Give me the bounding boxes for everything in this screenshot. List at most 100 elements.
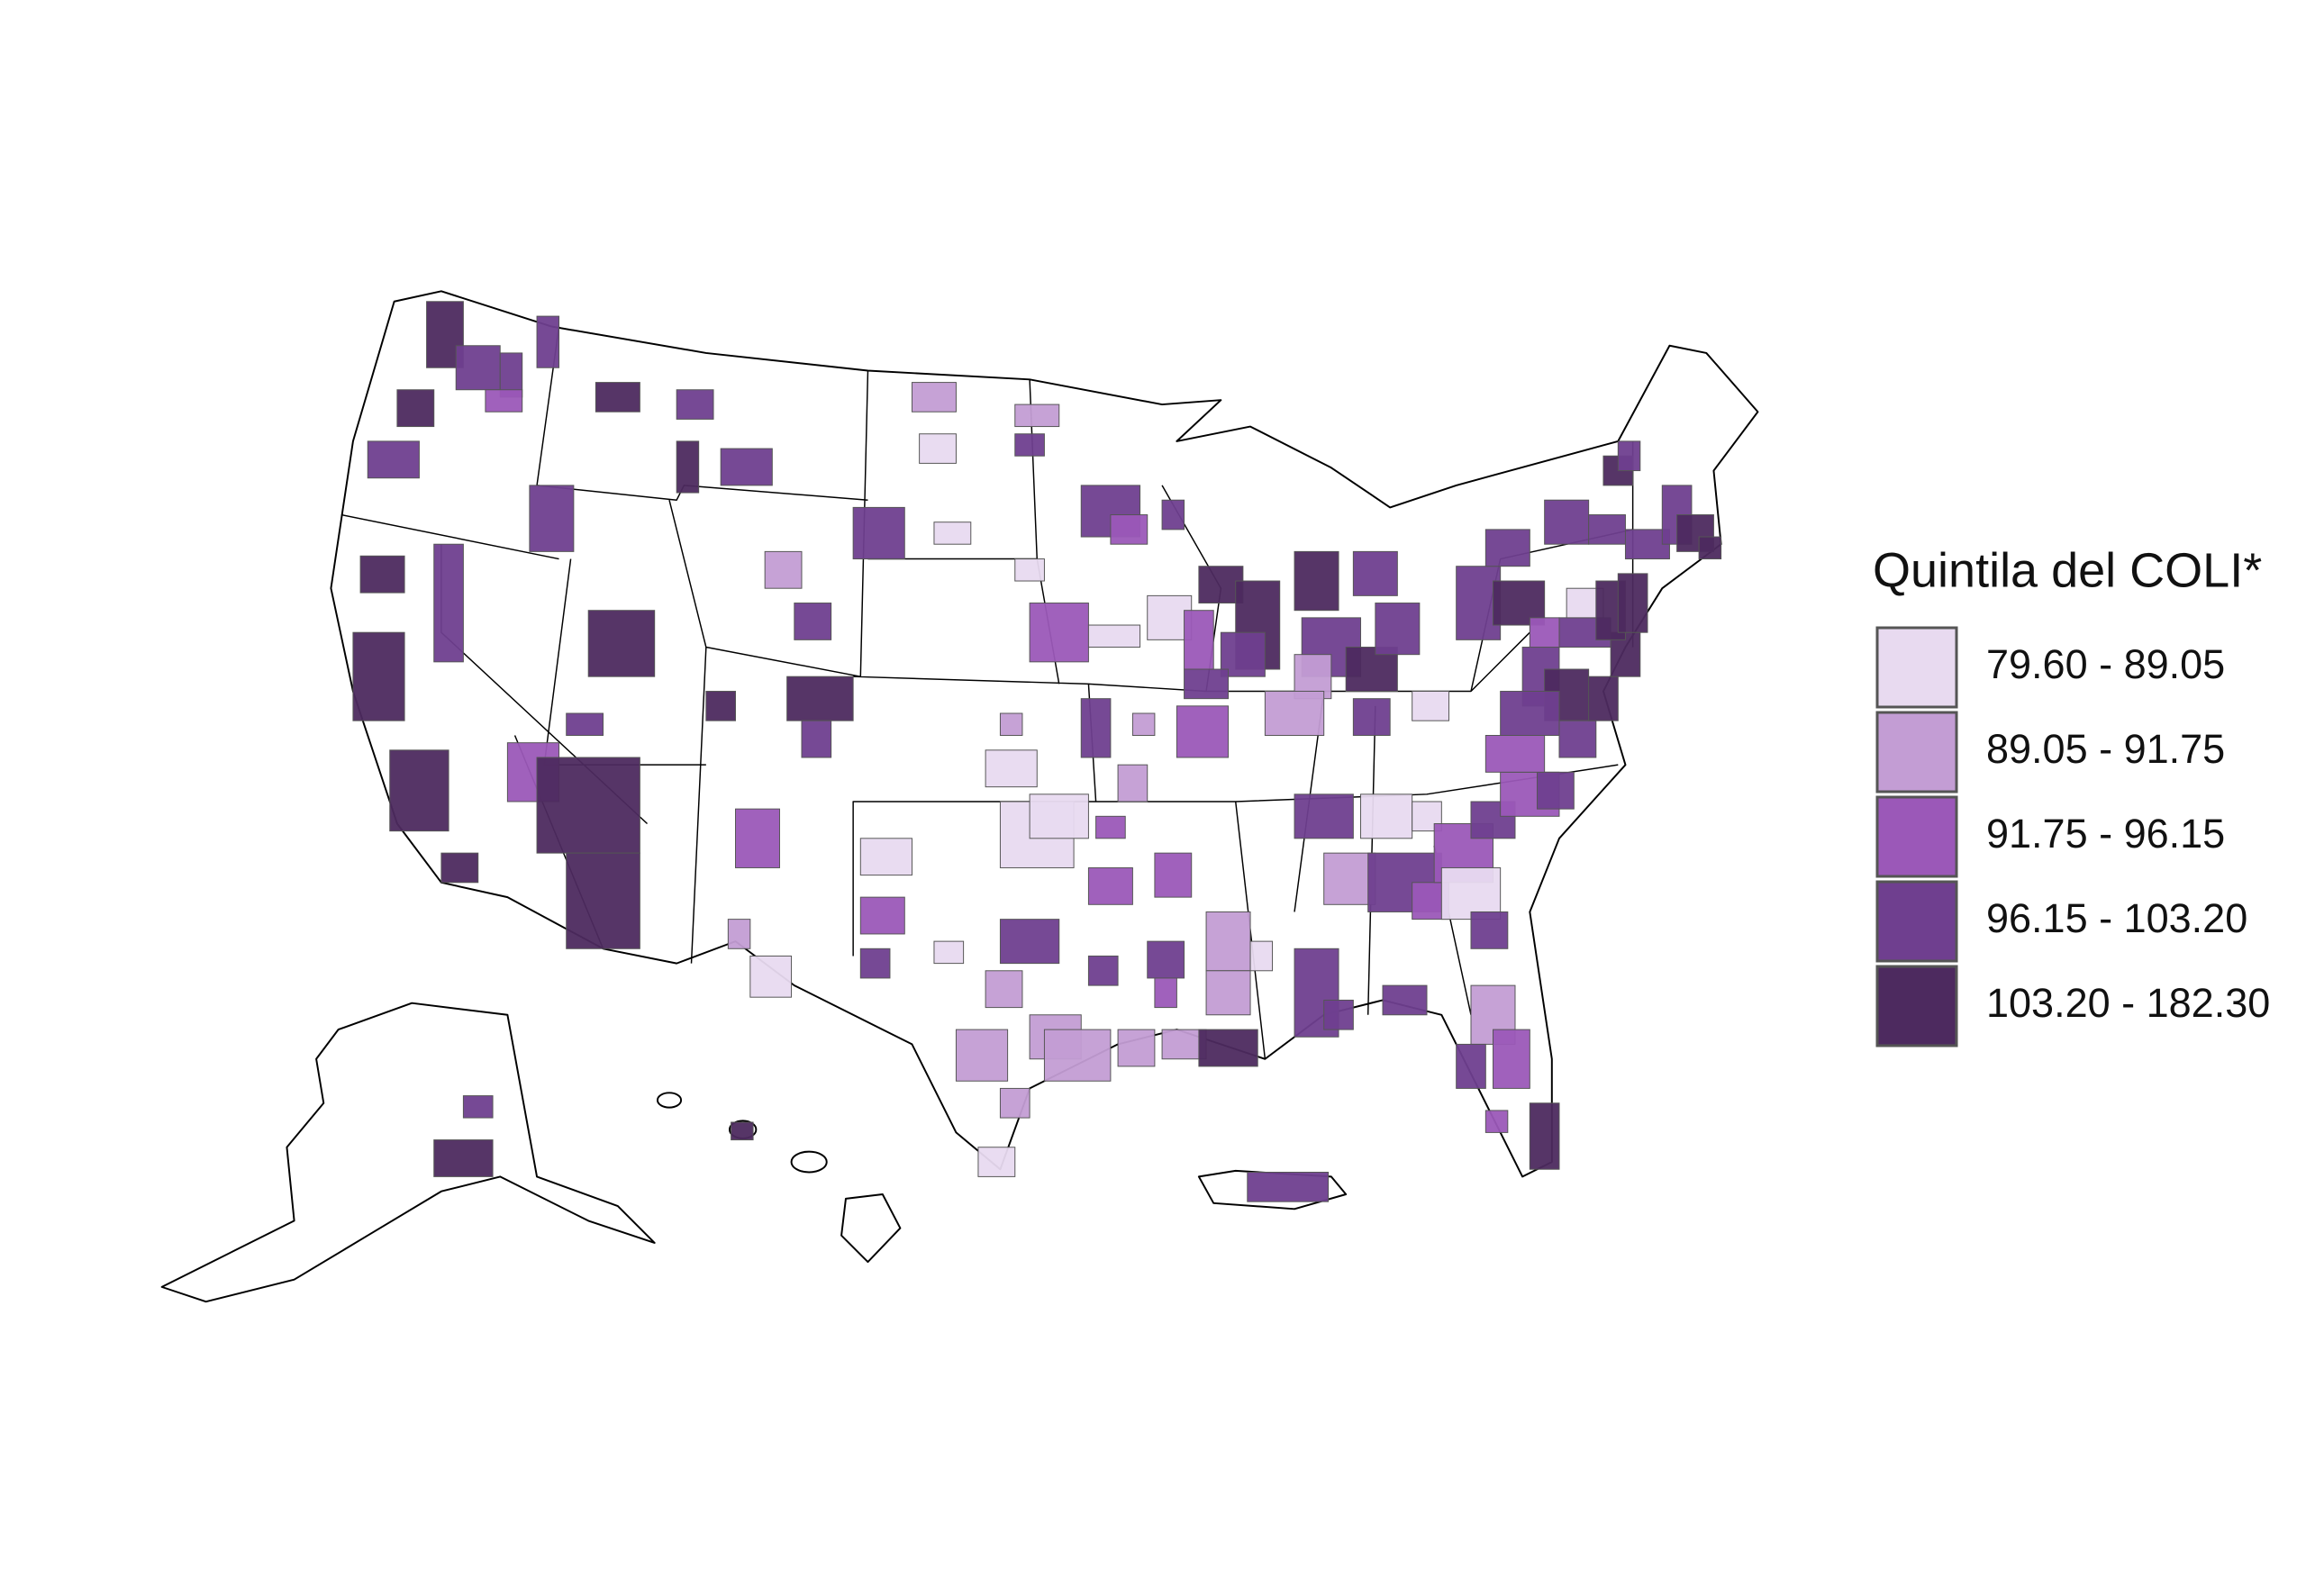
- metro-area: [801, 720, 832, 758]
- metro-area: [1154, 852, 1193, 898]
- metro-area: [786, 676, 854, 721]
- hawaii-island: [656, 1092, 683, 1109]
- metro-area: [1536, 771, 1575, 810]
- metro-area: [1154, 977, 1177, 1009]
- metro-area: [1184, 668, 1230, 700]
- metro-area: [1087, 624, 1141, 648]
- metro-area: [1484, 735, 1546, 773]
- metro-area: [676, 389, 714, 420]
- metro-area: [1184, 610, 1214, 670]
- metro-area: [462, 1095, 494, 1119]
- metro-area: [1014, 433, 1045, 457]
- metro-area: [1382, 984, 1428, 1016]
- metro-area: [1470, 911, 1509, 949]
- legend-swatch: [1875, 880, 1958, 963]
- metro-area: [911, 382, 957, 413]
- metro-area: [1698, 536, 1722, 560]
- legend-label: 96.15 - 103.20: [1986, 895, 2247, 941]
- metro-area: [1617, 573, 1648, 633]
- metro-area: [396, 389, 435, 428]
- metro-area: [919, 433, 957, 464]
- metro-area: [1375, 603, 1421, 656]
- metro-area: [1080, 698, 1112, 758]
- metro-area: [1029, 603, 1089, 663]
- metro-area: [727, 919, 751, 949]
- metro-area: [794, 603, 832, 640]
- metro-area: [859, 948, 891, 979]
- metro-area: [999, 712, 1023, 736]
- metro-area: [1249, 940, 1274, 972]
- metro-area: [1014, 404, 1060, 428]
- metro-area: [1484, 1110, 1509, 1133]
- metro-area: [595, 382, 640, 413]
- metro-area: [367, 440, 420, 479]
- metro-area: [1352, 698, 1391, 736]
- hawaii-island: [790, 1150, 828, 1174]
- metro-area: [485, 389, 523, 413]
- metro-areas: [352, 301, 1722, 1202]
- metro-area: [1493, 1029, 1530, 1089]
- metro-area: [1247, 1172, 1330, 1202]
- metro-area: [720, 448, 773, 486]
- metro-area: [1117, 764, 1148, 803]
- metro-area: [1087, 866, 1133, 905]
- metro-area: [1294, 550, 1339, 612]
- metro-area: [999, 1087, 1030, 1119]
- metro-area: [1043, 1029, 1112, 1082]
- legend-label: 89.05 - 91.75: [1986, 726, 2225, 772]
- metro-area: [587, 610, 656, 677]
- metro-area: [859, 896, 905, 935]
- metro-area: [999, 919, 1060, 965]
- metro-area: [1470, 801, 1516, 839]
- metro-area: [985, 749, 1038, 788]
- metro-area: [536, 315, 560, 368]
- metro-area: [1029, 793, 1089, 839]
- metro-area: [529, 485, 575, 552]
- metro-area: [1323, 999, 1354, 1030]
- metro-area: [1117, 1029, 1156, 1067]
- metro-area: [1588, 514, 1626, 545]
- metro-area: [455, 345, 501, 391]
- metro-area: [1323, 852, 1376, 905]
- metro-area: [389, 749, 449, 832]
- metro-area: [1484, 529, 1530, 567]
- metro-area: [977, 1147, 1016, 1177]
- metro-area: [1360, 793, 1413, 839]
- legend-label: 91.75 - 96.15: [1986, 811, 2225, 857]
- metro-area: [1529, 1102, 1560, 1170]
- metro-area: [1198, 1029, 1258, 1067]
- metro-area: [955, 1029, 1009, 1082]
- metro-area: [731, 1121, 754, 1141]
- legend-label: 79.60 - 89.05: [1986, 641, 2225, 687]
- legend-swatch: [1875, 795, 1958, 878]
- hawaii-island: [840, 1193, 902, 1264]
- metro-area: [566, 852, 640, 949]
- metro-area: [1352, 550, 1398, 596]
- metro-area: [1161, 499, 1185, 530]
- metro-area: [440, 852, 479, 884]
- metro-area: [735, 808, 780, 868]
- metro-area: [1500, 691, 1560, 736]
- metro-area: [1412, 691, 1449, 721]
- metro-area: [1529, 617, 1560, 648]
- legend-title: Quintila del COLI*: [1873, 543, 2262, 597]
- metro-area: [1588, 676, 1619, 721]
- metro-area: [1264, 691, 1325, 736]
- metro-area: [933, 940, 965, 965]
- legend-swatch: [1875, 626, 1958, 709]
- metro-area: [933, 521, 972, 545]
- legend-swatch: [1875, 965, 1958, 1047]
- metro-area: [1110, 514, 1148, 545]
- metro-area: [566, 712, 604, 736]
- metro-area: [359, 555, 405, 594]
- metro-area: [1544, 499, 1590, 545]
- contiguous-us: [330, 290, 1759, 1178]
- metro-area: [749, 955, 793, 998]
- metro-area: [433, 1139, 494, 1177]
- metro-area: [1456, 1043, 1486, 1089]
- metro-area: [1131, 712, 1156, 736]
- metro-area: [1617, 440, 1641, 472]
- metro-area: [1095, 815, 1126, 839]
